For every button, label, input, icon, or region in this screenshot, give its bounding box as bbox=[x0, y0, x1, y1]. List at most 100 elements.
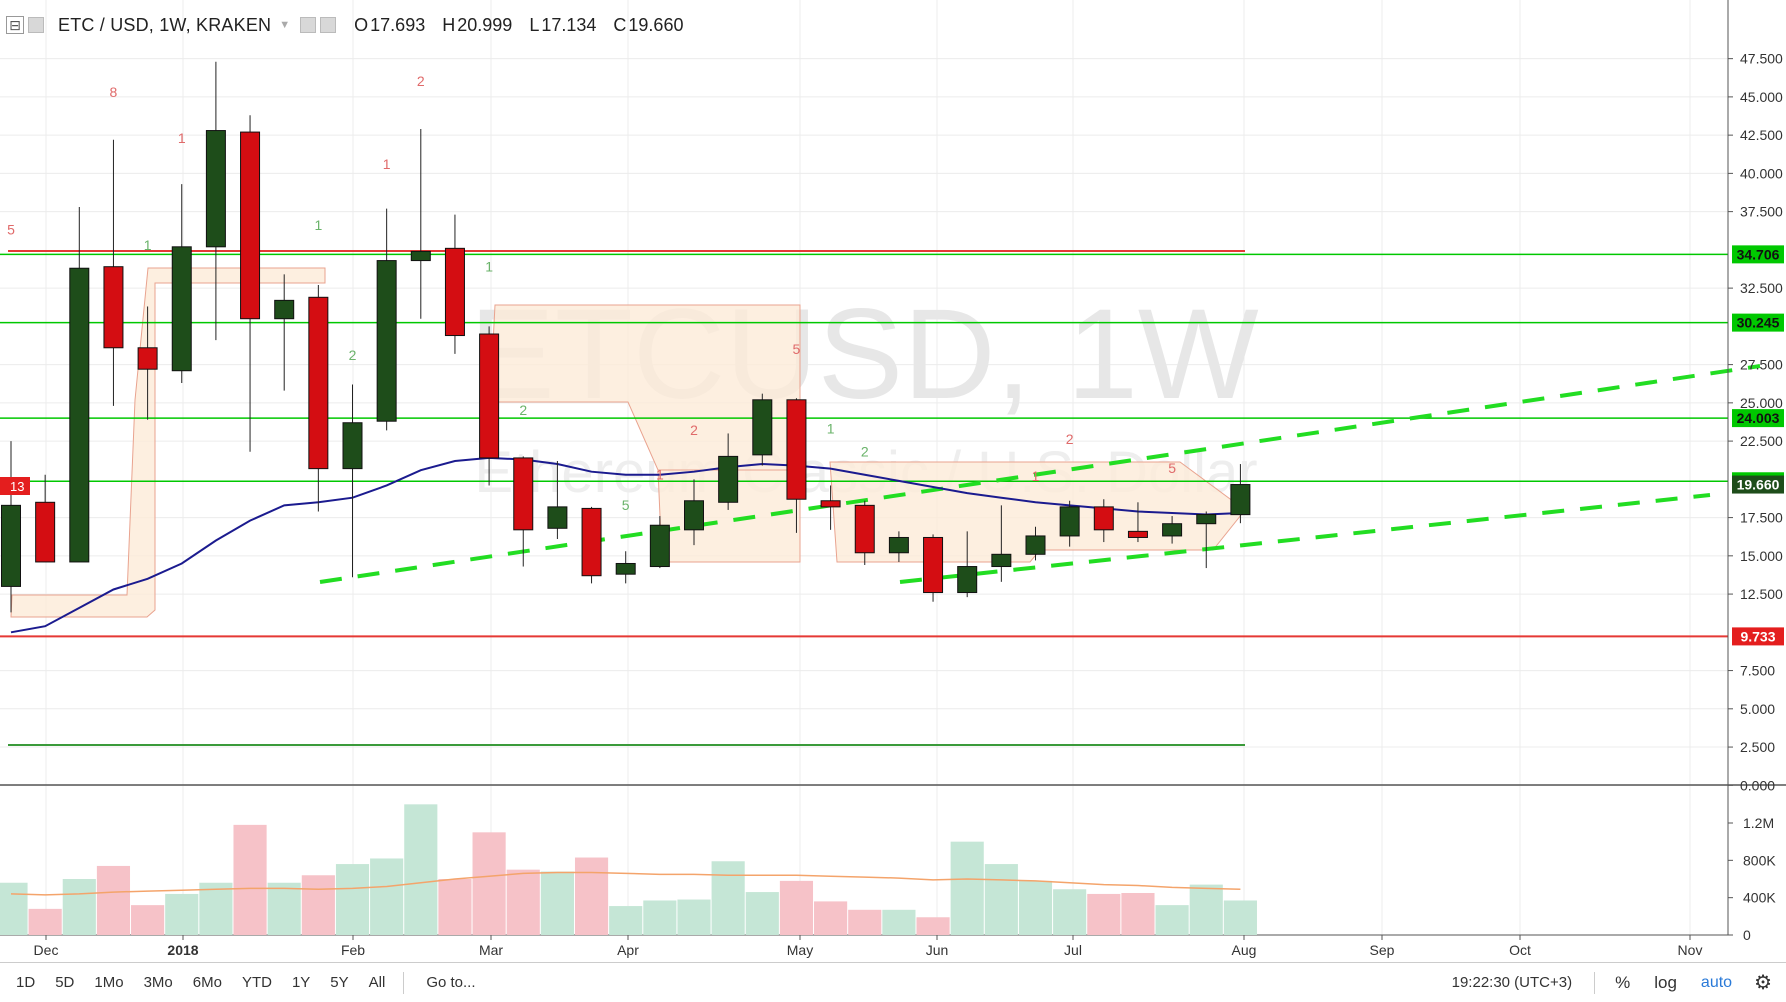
volume-axis-label: 0 bbox=[1743, 927, 1751, 943]
volume-bar-up bbox=[0, 882, 28, 935]
bottom-toolbar: 1D 5D 1Mo 3Mo 6Mo YTD 1Y 5Y All Go to...… bbox=[0, 962, 1786, 1002]
sequence-count-label: 5 bbox=[622, 497, 630, 513]
sequence-count-label: 1 bbox=[383, 156, 391, 172]
volume-bar-up bbox=[950, 841, 984, 935]
candles bbox=[1, 61, 1251, 613]
collapse-toggle-icon[interactable]: ⊟ bbox=[6, 16, 24, 34]
range-6mo[interactable]: 6Mo bbox=[192, 974, 222, 991]
symbol-flag-icon bbox=[28, 17, 44, 33]
range-1d[interactable]: 1D bbox=[16, 974, 36, 991]
volume-bar-up bbox=[165, 893, 199, 935]
price-axis-label: 5.000 bbox=[1740, 701, 1775, 717]
goto-button[interactable]: Go to... bbox=[426, 974, 476, 991]
candle-up bbox=[888, 536, 909, 554]
chevron-down-icon[interactable]: ▼ bbox=[279, 19, 291, 31]
log-toggle[interactable]: log bbox=[1654, 972, 1677, 992]
candle-up bbox=[547, 506, 568, 529]
volume-bar-up bbox=[1155, 905, 1189, 935]
volume-bar-up bbox=[62, 879, 96, 935]
range-1mo[interactable]: 1Mo bbox=[94, 974, 124, 991]
sequence-count-label: 2 bbox=[1066, 431, 1074, 447]
volume-bar-down bbox=[814, 901, 848, 935]
candle-up bbox=[69, 267, 90, 563]
range-all[interactable]: All bbox=[368, 974, 386, 991]
candle-up bbox=[1162, 523, 1183, 537]
settings-icon[interactable] bbox=[320, 17, 337, 33]
candle-down bbox=[308, 296, 329, 470]
candle-up bbox=[1059, 506, 1080, 537]
volume-bar-down bbox=[233, 824, 267, 935]
price-level-badge bbox=[1732, 627, 1784, 646]
volume-bar-down bbox=[848, 909, 882, 935]
sequence-count-label: 2 bbox=[861, 443, 869, 459]
time-axis-label: Jun bbox=[926, 942, 949, 958]
range-ytd[interactable]: YTD bbox=[241, 974, 272, 991]
ohlc-close-key: C bbox=[613, 14, 627, 35]
volume-bar-down bbox=[574, 857, 609, 935]
range-5d[interactable]: 5D bbox=[55, 974, 75, 991]
visibility-eye-icon[interactable] bbox=[300, 17, 317, 33]
auto-scale-toggle[interactable]: auto bbox=[1700, 973, 1733, 991]
volume-bar-down bbox=[438, 879, 472, 935]
price-axis-label: 47.500 bbox=[1740, 51, 1783, 67]
volume-bar-up bbox=[984, 864, 1018, 935]
candle-up bbox=[684, 500, 704, 531]
gear-icon[interactable]: ⚙ bbox=[1754, 972, 1772, 994]
volume-bar-down bbox=[506, 869, 540, 935]
volume-bar-down bbox=[131, 905, 165, 935]
grid bbox=[0, 0, 1728, 935]
volume-bar-down bbox=[1121, 893, 1155, 935]
candle-up bbox=[649, 524, 670, 568]
price-level-badge bbox=[1732, 409, 1784, 428]
candle-up bbox=[1, 504, 21, 587]
price-level-badge-label: 34.706 bbox=[1737, 246, 1780, 262]
symbol-title[interactable]: ETC / USD, 1W, KRAKEN bbox=[58, 14, 272, 35]
cloud-area bbox=[10, 267, 326, 618]
candle-down bbox=[35, 501, 56, 563]
volume-bar-down bbox=[96, 865, 131, 935]
price-axis-label: 45.000 bbox=[1740, 89, 1783, 105]
candle-up bbox=[752, 399, 773, 456]
price-axis-label: 37.500 bbox=[1740, 204, 1783, 220]
candle-up bbox=[205, 130, 226, 248]
candle-down bbox=[444, 247, 465, 337]
price-level-badge bbox=[1732, 475, 1784, 494]
sequence-count-label: 2 bbox=[519, 402, 527, 418]
volume-pane: 1.2M 800K 400K 0 bbox=[0, 804, 1776, 943]
candle-down bbox=[854, 504, 875, 554]
candle-up bbox=[718, 455, 739, 503]
candle-down bbox=[240, 131, 261, 320]
trendline-upper bbox=[319, 364, 1761, 584]
volume-bar-down bbox=[472, 832, 506, 935]
volume-bar-up bbox=[370, 858, 404, 935]
candle-down bbox=[1127, 530, 1148, 538]
candle-up bbox=[615, 562, 636, 575]
counter-badge-label: 13 bbox=[10, 479, 24, 494]
clock-readout[interactable]: 19:22:30 (UTC+3) bbox=[1451, 974, 1573, 991]
range-5y[interactable]: 5Y bbox=[330, 974, 349, 991]
counter-badge bbox=[0, 477, 30, 495]
candle-down bbox=[581, 507, 602, 577]
volume-bar-up bbox=[711, 861, 745, 935]
range-1y[interactable]: 1Y bbox=[291, 974, 311, 991]
price-axis-label: 12.500 bbox=[1740, 586, 1783, 602]
volume-bar-down bbox=[779, 880, 814, 935]
time-axis-label: Sep bbox=[1370, 942, 1395, 958]
price-axis-label: 27.500 bbox=[1740, 357, 1783, 373]
time-axis-label: May bbox=[787, 942, 813, 958]
percent-toggle[interactable]: % bbox=[1615, 972, 1631, 992]
volume-bar-up bbox=[1053, 889, 1087, 935]
ohlc-low-value: 17.134 bbox=[541, 14, 597, 35]
price-level-badge bbox=[1732, 313, 1784, 332]
volume-axis-label: 1.2M bbox=[1743, 815, 1774, 831]
range-3mo[interactable]: 3Mo bbox=[143, 974, 173, 991]
time-axis: Dec 2018 Feb Mar Apr May Jun Jul Aug Sep Oct Nov bbox=[34, 935, 1702, 958]
volume-bar-up bbox=[335, 864, 370, 935]
candle-up bbox=[1025, 535, 1046, 555]
sequence-count-label: 5 bbox=[793, 341, 801, 357]
volume-bar-up bbox=[643, 900, 677, 935]
sequence-count-label: 2 bbox=[349, 347, 357, 363]
trendline-lower bbox=[899, 493, 1711, 584]
time-axis-label: Feb bbox=[341, 942, 365, 958]
